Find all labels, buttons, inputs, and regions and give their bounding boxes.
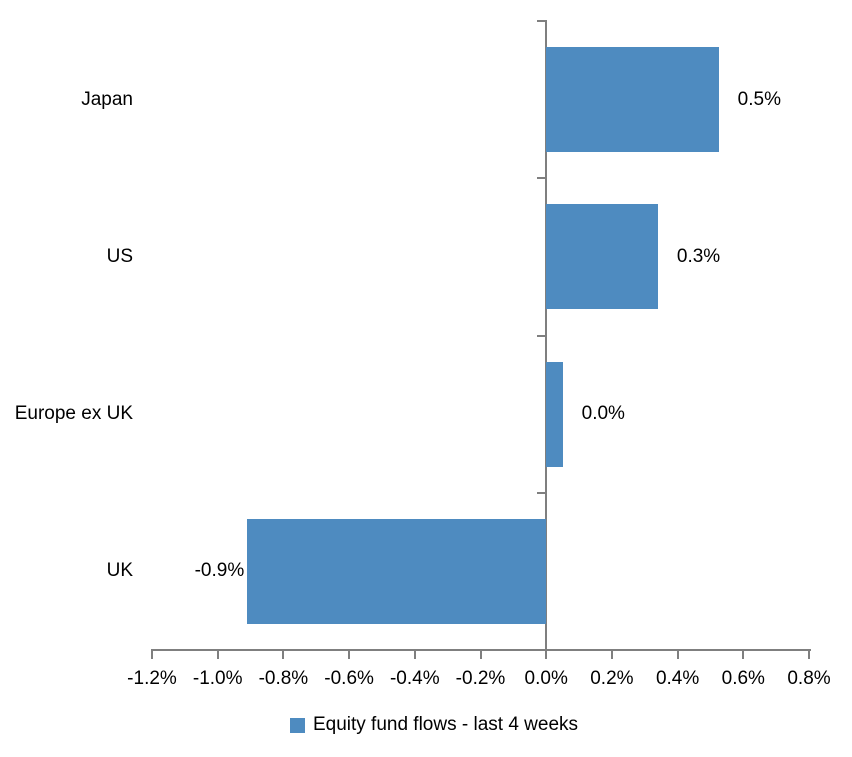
bar-europe-ex-uk [546, 361, 563, 467]
x-axis-tick-label: -0.6% [324, 668, 374, 689]
x-axis-tick [151, 649, 153, 659]
bar-japan [546, 47, 719, 153]
x-axis-tick-label: 0.8% [787, 668, 831, 689]
x-axis-tick [808, 649, 810, 659]
bar-value-label: -0.9% [194, 560, 245, 582]
x-axis-tick-label: -0.2% [455, 668, 506, 689]
x-axis-tick-label: -1.0% [192, 668, 243, 689]
legend-swatch-icon [289, 717, 305, 733]
x-axis-tick [413, 649, 416, 659]
category-label: US [106, 245, 133, 267]
y-axis-line [545, 20, 548, 652]
x-axis-tick-label: -0.8% [258, 668, 309, 689]
y-axis-tick [537, 20, 547, 22]
x-axis-tick [742, 649, 745, 659]
x-axis-tick-label: 0.2% [590, 668, 634, 689]
bar-value-label: 0.3% [676, 245, 721, 267]
category-label: Europe ex UK [14, 403, 133, 425]
x-axis-tick [676, 649, 679, 659]
x-axis-tick-label: 0.6% [721, 668, 765, 689]
bar-value-label: 0.0% [581, 403, 625, 425]
x-axis-tick [479, 649, 482, 659]
x-axis-tick [545, 649, 548, 659]
legend: Equity fund flows - last 4 weeks [8, 714, 852, 736]
x-axis-tick-label: -0.4% [389, 668, 440, 689]
legend-label: Equity fund flows - last 4 weeks [312, 714, 579, 735]
bar-uk [247, 518, 547, 624]
x-axis-tick-label: -1.2% [127, 668, 177, 689]
x-axis-tick [282, 649, 285, 659]
x-axis-tick-label: 0.4% [655, 668, 700, 689]
x-axis-tick [348, 649, 351, 659]
bar-us [546, 204, 658, 310]
x-axis-tick-label: 0.0% [524, 668, 568, 689]
y-axis-tick [537, 491, 547, 494]
y-axis-tick [537, 334, 547, 337]
category-label: Japan [81, 88, 133, 110]
category-label: UK [106, 560, 133, 582]
x-axis-tick [610, 649, 613, 659]
x-axis-tick [216, 649, 219, 659]
y-axis-tick [537, 649, 547, 651]
y-axis-tick [537, 177, 547, 180]
x-axis-line [152, 649, 811, 651]
bar-value-label: 0.5% [737, 88, 781, 110]
